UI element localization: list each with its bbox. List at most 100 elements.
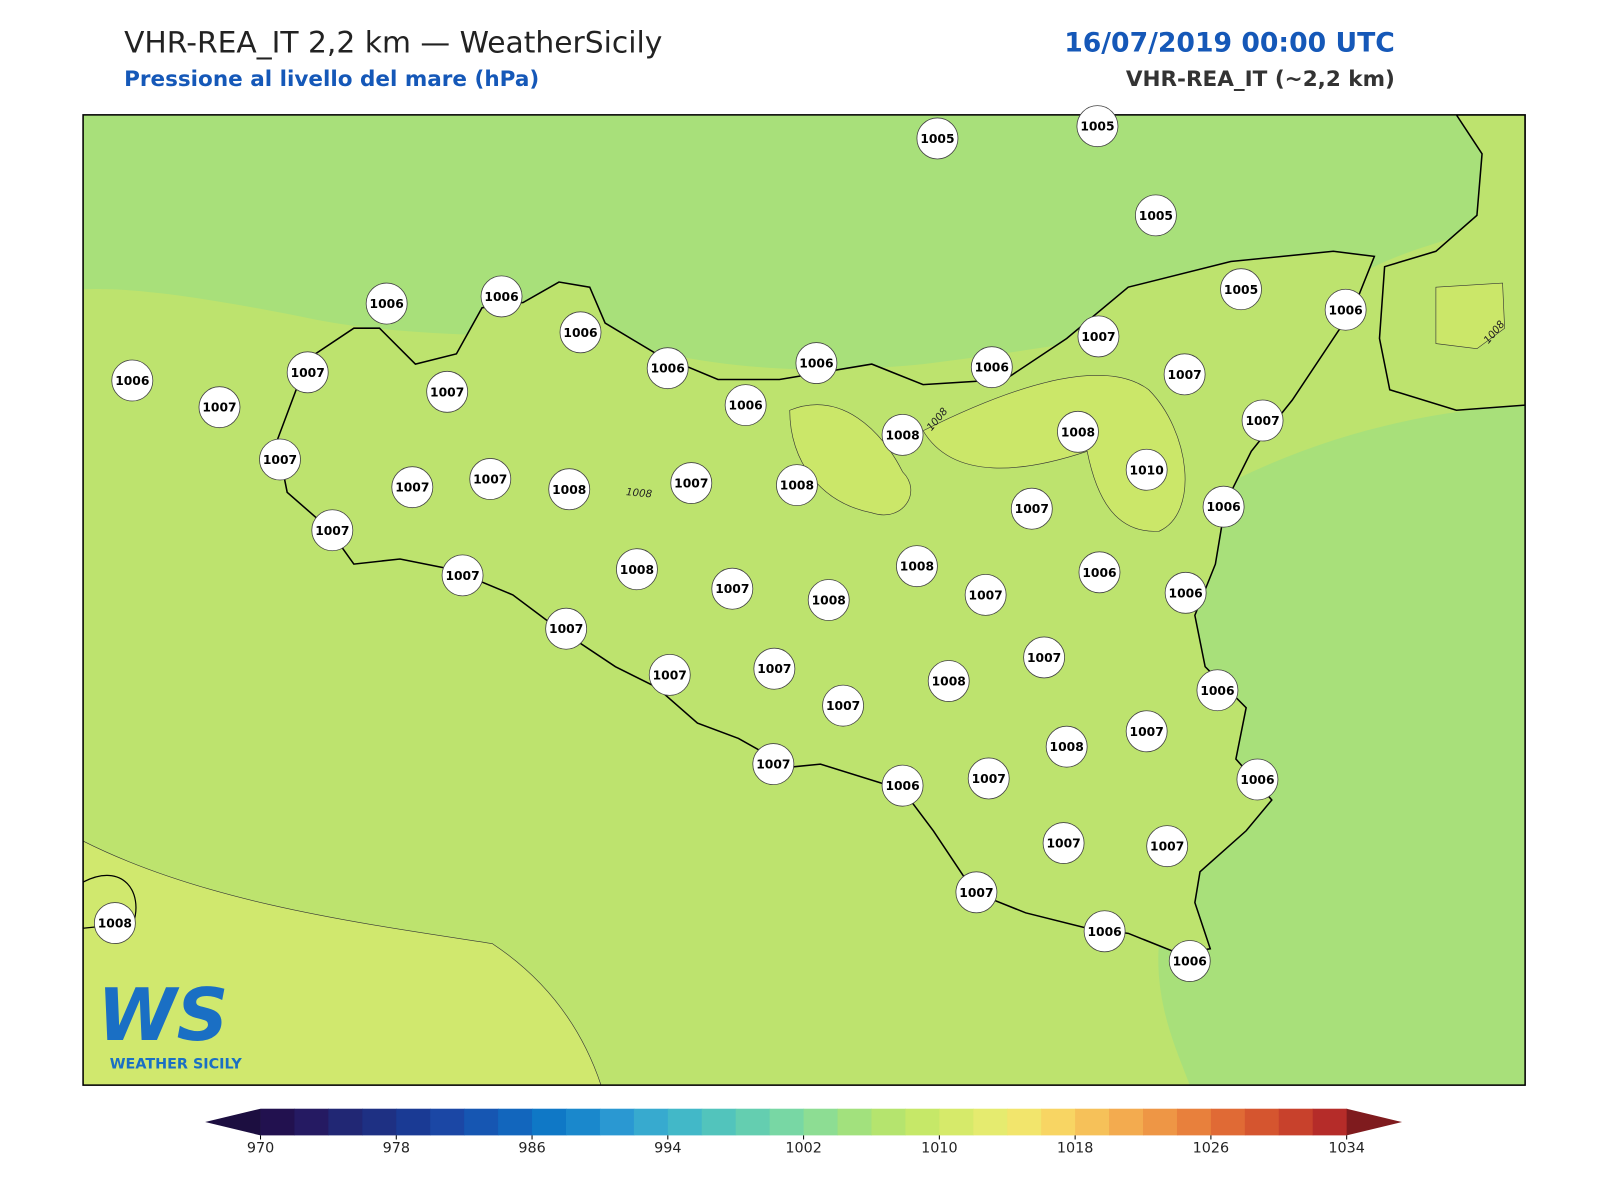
station-marker — [967, 757, 1010, 800]
colorbar-segment — [973, 1108, 1008, 1136]
colorbar-segment — [1075, 1108, 1110, 1136]
colorbar-tick-label: 986 — [518, 1141, 545, 1157]
colorbar-tick-label: 1002 — [785, 1141, 822, 1157]
station-marker — [795, 342, 838, 384]
station-marker — [259, 438, 301, 481]
colorbar-segment — [396, 1108, 431, 1136]
subtitle: Pressione al livello del mare (hPa) — [124, 67, 539, 92]
colorbar-tick-label: 978 — [383, 1141, 410, 1157]
station-value: 1006 — [563, 326, 597, 340]
station-value: 1006 — [1087, 925, 1121, 939]
station-value: 1007 — [395, 481, 429, 495]
colorbar-extend-low — [205, 1108, 261, 1136]
colorbar-segment — [430, 1108, 465, 1136]
station-marker — [916, 117, 959, 160]
station-value: 1007 — [674, 477, 708, 491]
station-marker — [1078, 551, 1121, 594]
station-marker — [469, 458, 512, 500]
colorbar-segment — [905, 1108, 940, 1136]
station-marker — [752, 743, 795, 786]
station-marker — [616, 548, 658, 591]
colorbar-segment — [464, 1108, 499, 1136]
station-marker — [807, 579, 850, 621]
station-value: 1006 — [1169, 586, 1203, 600]
model: VHR-REA_IT (~2,2 km) — [1126, 67, 1395, 92]
colorbar-segment — [803, 1108, 839, 1136]
high-pressure-area — [1435, 282, 1505, 350]
colorbar-segment — [1109, 1108, 1144, 1136]
station-marker — [311, 509, 354, 552]
station-marker — [1057, 410, 1099, 453]
station-value: 1008 — [1050, 740, 1084, 754]
colorbar-segment — [667, 1108, 703, 1136]
station-value: 1007 — [549, 622, 583, 636]
station-marker — [286, 351, 329, 394]
station-value: 1007 — [715, 582, 749, 596]
colorbar-segment — [294, 1108, 329, 1136]
colorbar-segment — [599, 1108, 635, 1136]
station-marker — [1010, 487, 1053, 530]
station-value: 1008 — [812, 594, 846, 608]
station-marker — [111, 359, 154, 402]
colorbar-tick-label: 994 — [654, 1141, 681, 1157]
colorbar-extend-high — [1346, 1108, 1403, 1136]
station-value: 1007 — [315, 524, 349, 538]
station-value: 1007 — [969, 588, 1003, 602]
station-value: 1007 — [291, 366, 325, 380]
station-value: 1006 — [729, 399, 763, 413]
station-marker — [1076, 105, 1119, 148]
station-marker — [441, 554, 484, 597]
colorbar-segment — [1278, 1108, 1314, 1136]
station-value: 1010 — [1130, 463, 1164, 477]
station-value: 1006 — [1206, 500, 1240, 514]
station-value: 1007 — [653, 668, 687, 682]
station-value: 1008 — [900, 560, 934, 574]
sea-east — [1158, 405, 1526, 1086]
station-marker — [1241, 399, 1284, 442]
station-marker — [548, 468, 591, 511]
date: 16/07/2019 00:00 UTC — [1064, 28, 1395, 59]
station-value: 1007 — [1015, 502, 1049, 516]
station-value: 1006 — [799, 357, 833, 371]
colorbar-segment — [633, 1108, 669, 1136]
station-marker — [648, 653, 691, 696]
station-value: 1006 — [975, 361, 1009, 375]
colorbar-tick-label: 1026 — [1193, 1141, 1230, 1157]
station-value: 1006 — [885, 779, 919, 793]
station-value: 1006 — [484, 290, 518, 304]
station-value: 1007 — [473, 473, 507, 487]
station-value: 1007 — [263, 453, 297, 467]
station-marker — [1196, 669, 1239, 712]
station-marker — [895, 545, 938, 588]
map-frame — [82, 114, 1526, 1086]
station-value: 1005 — [1224, 283, 1258, 297]
station-value: 1005 — [1080, 120, 1114, 134]
colorbar-segment — [1312, 1108, 1348, 1136]
station-marker — [1045, 725, 1088, 768]
station-marker — [724, 384, 767, 427]
station-value: 1007 — [1167, 368, 1201, 382]
station-marker — [426, 370, 469, 413]
colorbar-segment — [1244, 1108, 1280, 1136]
station-value: 1007 — [202, 401, 236, 415]
station-value: 1006 — [1173, 955, 1207, 969]
map: 1008 1008 1008 1005 1005 1005 1005 1006 1006 100… — [82, 105, 1526, 1086]
station-value: 1006 — [1240, 773, 1274, 787]
station-value: 1008 — [98, 917, 132, 931]
colorbar-segment — [1143, 1108, 1178, 1136]
station-marker — [776, 464, 818, 507]
station-value: 1005 — [1139, 209, 1173, 223]
station-value: 1007 — [1150, 840, 1184, 854]
station-value: 1006 — [1082, 566, 1116, 580]
station-value: 1007 — [1130, 725, 1164, 739]
colorbar-segment — [1041, 1108, 1076, 1136]
station-marker — [711, 567, 754, 610]
station-marker — [1134, 194, 1177, 237]
station-marker — [1083, 910, 1126, 953]
station-marker — [822, 684, 864, 727]
station-value: 1007 — [1081, 330, 1115, 344]
colorbar-segment — [1176, 1108, 1212, 1136]
station-marker — [1146, 825, 1189, 868]
station-marker — [1077, 315, 1120, 358]
station-value: 1008 — [620, 563, 654, 577]
